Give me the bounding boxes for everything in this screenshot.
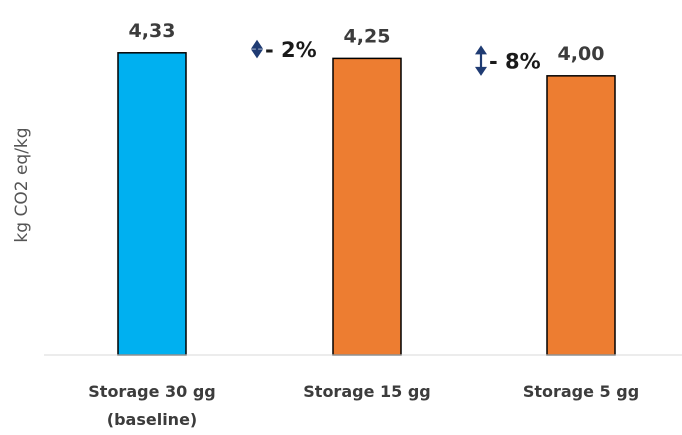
double-arrow-vertical-icon [475,45,487,76]
data-label-3: 4,00 [558,43,605,65]
x-tick-label-line: Storage 15 gg [303,382,430,401]
data-label-1: 4,33 [129,20,176,42]
x-tick-label-line: Storage 30 gg [88,382,215,401]
double-arrow-vertical-icon [251,39,263,59]
x-tick-label-line: Storage 5 gg [523,382,639,401]
x-tick-label-line: (baseline) [107,410,197,429]
bar-2 [332,57,402,356]
bar-3 [546,75,616,356]
bars-group [117,52,616,356]
x-tick-label-2: Storage 15 gg [303,382,430,401]
data-label-2: 4,25 [344,25,391,47]
y-axis-label: kg CO2 eq/kg [12,127,32,242]
bar-1 [117,52,187,356]
data-labels-group: 4,33 4,25 4,00 [129,20,605,65]
x-tick-label-1: Storage 30 gg (baseline) [88,382,215,429]
annotation-label-2: - 8% [489,50,541,74]
x-tick-label-3: Storage 5 gg [523,382,639,401]
annotations-group: - 2% - 8% [251,38,541,76]
x-tick-labels-group: Storage 30 gg (baseline) Storage 15 gg Stor… [88,382,639,429]
annotation-label-1: - 2% [265,38,317,62]
